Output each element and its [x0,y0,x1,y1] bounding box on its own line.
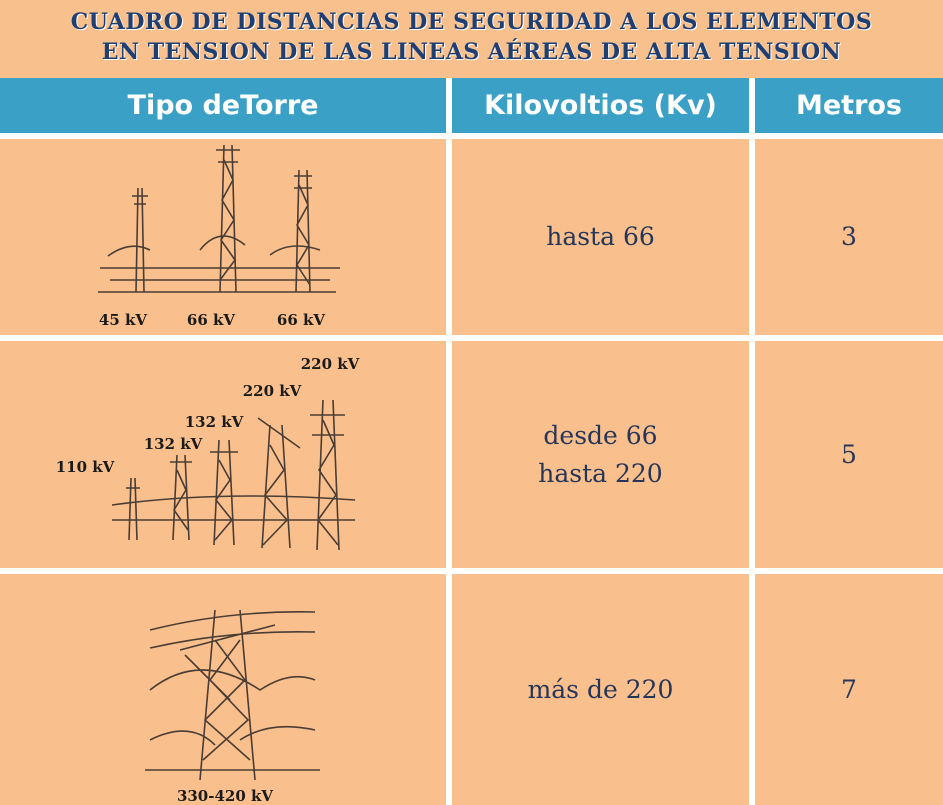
column-header: Kilovoltios (Kv) [452,78,749,133]
kv-text: hasta 66 [546,222,655,251]
title-line: CUADRO DE DISTANCIAS DE SEGURIDAD A LOS … [70,9,873,35]
title: CUADRO DE DISTANCIAS DE SEGURIDAD A LOS … [0,0,943,78]
metros-cell: 5 [755,341,943,568]
tower-cell [0,574,446,805]
tower-label: 330-420 kV [177,787,273,805]
column-header: Tipo deTorre [0,78,446,133]
tower-sketch [145,609,320,781]
kv-text: desde 66 [543,420,658,450]
column-header: Metros [755,78,943,133]
tower-label: 132 kV [144,435,203,453]
tower-illustrations: 45 kV 66 kV 66 kV 110 kV 132 kV 132 kV 2… [56,144,360,805]
kv-text: más de 220 [527,674,674,704]
tower-label: 66 kV [187,311,235,329]
kv-cell: hasta 66 [452,139,749,335]
metros-cell: 7 [755,574,943,805]
tower-label: 66 kV [277,311,325,329]
tower-label: 220 kV [243,382,302,400]
tower-label: 45 kV [99,311,147,329]
tower-sketch [98,144,340,293]
metros-cell: 3 [755,139,943,335]
kv-cell: más de 220 [452,574,749,805]
tower-label: 110 kV [56,458,115,476]
kv-cell: desde 66 hasta 220 [452,341,749,568]
title-line: EN TENSION DE LAS LINEAS AÉREAS DE ALTA … [101,39,842,65]
tower-sketch [111,399,356,551]
tower-label: 220 kV [301,355,360,373]
tower-label: 132 kV [185,413,244,431]
kv-text: hasta 220 [538,458,663,488]
